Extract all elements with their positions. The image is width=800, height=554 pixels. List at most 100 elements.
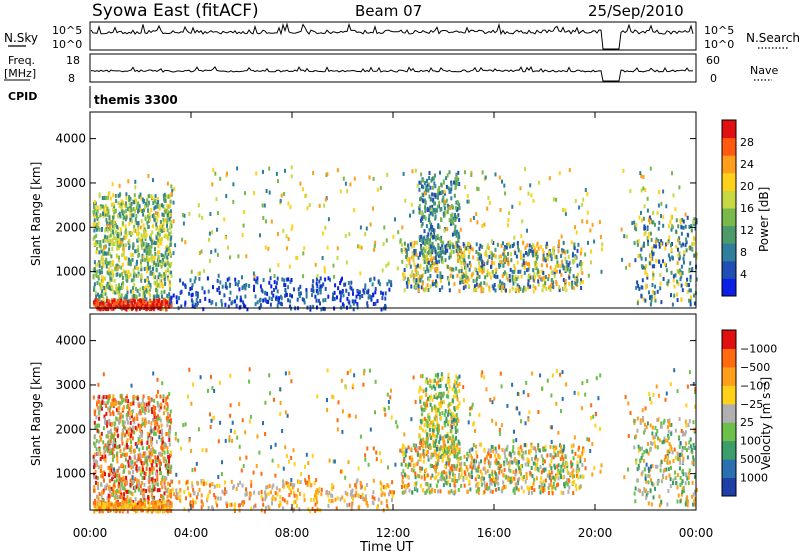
echo-cell	[150, 244, 153, 249]
echo-cell	[383, 225, 386, 230]
echo-cell	[283, 498, 286, 503]
echo-cell	[237, 282, 239, 287]
echo-cell	[112, 488, 115, 493]
echo-cell	[575, 468, 578, 472]
echo-cell	[134, 185, 137, 190]
echo-cell	[575, 278, 578, 283]
echo-cell	[301, 187, 304, 192]
echo-cell	[438, 253, 441, 258]
echo-cell	[192, 491, 195, 496]
echo-cell	[139, 506, 142, 511]
echo-cell	[418, 238, 421, 242]
echo-cell	[414, 443, 417, 448]
echo-cell	[130, 491, 133, 496]
echo-cell	[161, 440, 164, 445]
echo-cell	[425, 187, 428, 192]
echo-cell	[435, 283, 438, 288]
echo-cell	[586, 192, 589, 197]
echo-cell	[565, 260, 568, 265]
echo-cell	[97, 407, 100, 412]
echo-cell	[145, 288, 148, 293]
echo-cell	[189, 502, 192, 507]
echo-cell	[109, 438, 112, 443]
echo-cell	[152, 484, 155, 489]
echo-cell	[322, 298, 325, 303]
echo-cell	[103, 209, 106, 214]
echo-cell	[167, 419, 170, 424]
echo-cell	[421, 238, 424, 243]
echo-cell	[161, 203, 163, 208]
nsky-panel: N.Sky 10^5 10^0 10^5 10^0 N.Search	[4, 21, 800, 51]
echo-cell	[648, 261, 651, 266]
echo-cell	[400, 248, 403, 253]
echo-cell	[278, 296, 280, 301]
echo-cell	[121, 479, 123, 484]
echo-cell	[231, 300, 234, 305]
echo-cell	[99, 243, 102, 248]
echo-cell	[181, 237, 184, 242]
echo-cell	[142, 421, 145, 426]
echo-cell	[298, 480, 300, 484]
echo-cell	[457, 459, 460, 464]
echo-cell	[527, 282, 530, 287]
echo-cell	[112, 202, 115, 207]
echo-cell	[515, 470, 518, 475]
echo-cell	[170, 504, 173, 508]
echo-cell	[136, 416, 139, 421]
echo-cell	[179, 498, 182, 503]
echo-cell	[128, 406, 131, 411]
echo-cell	[431, 241, 434, 246]
echo-cell	[137, 254, 140, 258]
echo-cell	[437, 246, 440, 251]
echo-cell	[676, 261, 679, 266]
echo-cell	[108, 302, 111, 307]
echo-cell	[637, 283, 640, 288]
echo-cell	[561, 263, 564, 268]
colorbar-swatch	[722, 225, 736, 244]
echo-cell	[126, 286, 129, 291]
echo-cell	[469, 263, 472, 268]
echo-cell	[429, 274, 432, 278]
echo-cell	[465, 465, 468, 469]
echo-cell	[150, 194, 153, 199]
echo-cell	[118, 444, 121, 449]
echo-cell	[127, 427, 130, 432]
echo-cell	[443, 189, 446, 194]
echo-cell	[125, 306, 128, 311]
echo-cell	[132, 268, 135, 273]
echo-cell	[157, 244, 160, 249]
echo-cell	[112, 208, 115, 212]
echo-cell	[432, 248, 435, 253]
echo-cell	[139, 225, 142, 230]
echo-cell	[118, 473, 121, 478]
echo-cell	[525, 476, 528, 481]
echo-cell	[118, 204, 121, 209]
echo-cell	[450, 267, 453, 272]
echo-cell	[169, 491, 172, 496]
colorbar-swatch	[722, 155, 736, 174]
echo-cell	[420, 250, 423, 255]
echo-cell	[519, 250, 522, 255]
echo-cell	[168, 493, 171, 498]
echo-cell	[414, 448, 417, 453]
echo-cell	[644, 298, 647, 303]
echo-cell	[324, 197, 327, 202]
echo-cell	[551, 491, 554, 496]
echo-cell	[147, 500, 150, 505]
echo-cell	[359, 225, 362, 230]
echo-cell	[312, 497, 315, 502]
echo-cell	[323, 266, 326, 271]
echo-cell	[647, 218, 650, 223]
echo-cell	[411, 169, 414, 174]
echo-cell	[168, 488, 171, 493]
echo-cell	[160, 290, 163, 295]
echo-cell	[400, 462, 403, 467]
echo-cell	[578, 205, 581, 210]
echo-cell	[151, 195, 154, 200]
echo-cell	[445, 471, 448, 476]
echo-cell	[229, 255, 232, 260]
echo-cell	[528, 243, 531, 248]
echo-cell	[112, 447, 115, 451]
echo-cell	[158, 502, 161, 507]
